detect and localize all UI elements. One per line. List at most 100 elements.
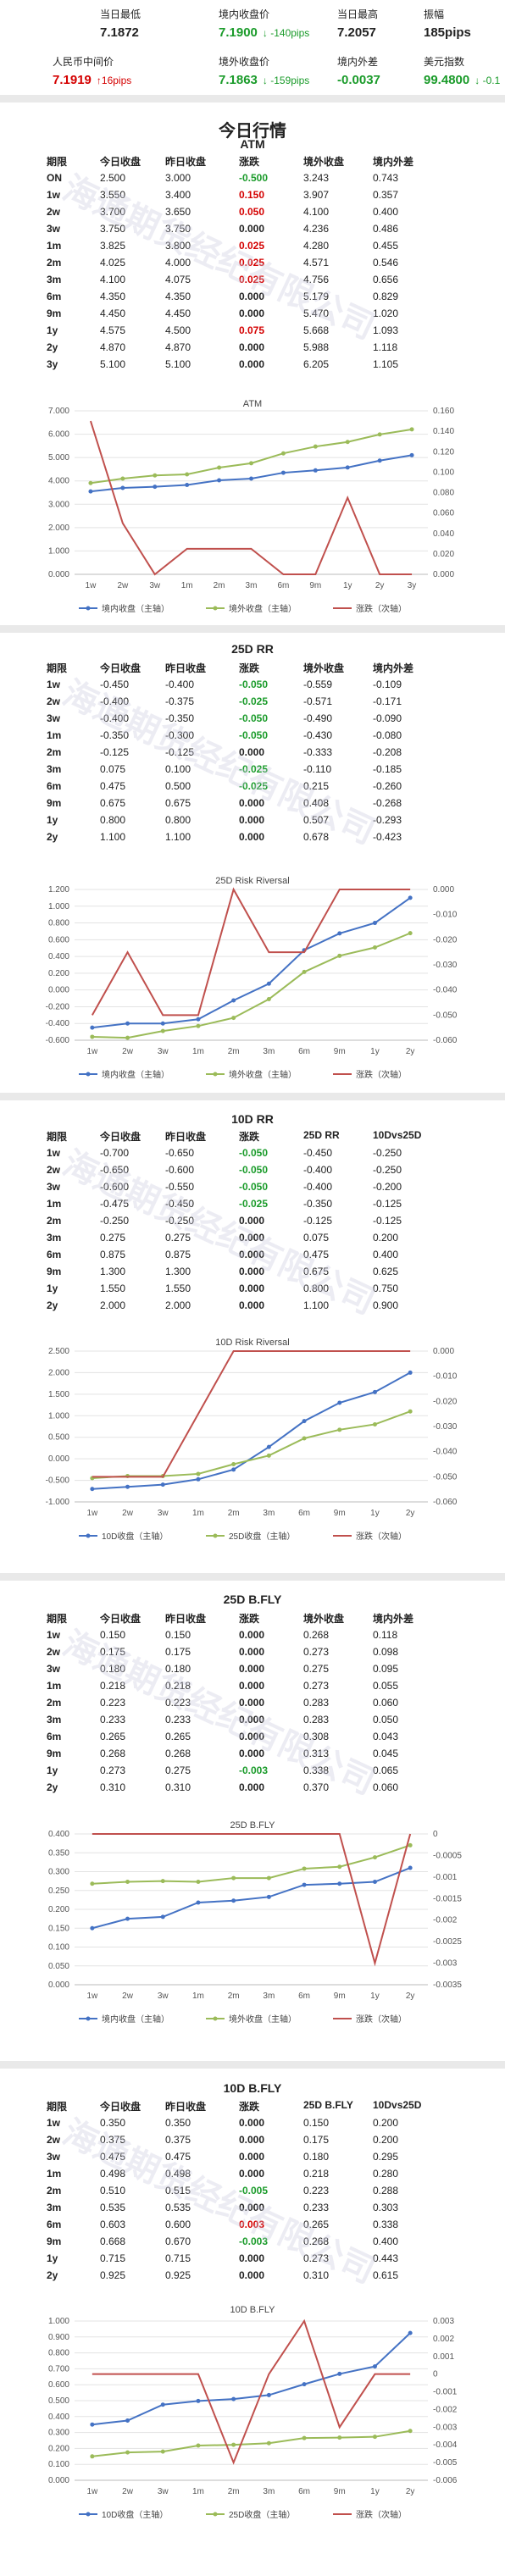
y2-tick-label: -0.030: [433, 1422, 458, 1432]
y2-tick-label: -0.050: [433, 1472, 458, 1482]
table-cell: 6m: [47, 2219, 62, 2230]
table-cell: 0.045: [373, 1748, 399, 1759]
table-cell: -0.050: [239, 1164, 269, 1176]
table-cell: -0.250: [373, 1147, 402, 1159]
legend-marker: [213, 2512, 218, 2517]
data-point: [90, 1025, 95, 1030]
y-tick-label: 2.500: [48, 1347, 69, 1356]
y-tick-label: 0.000: [48, 986, 69, 995]
table-cell: 0.150: [239, 189, 265, 201]
table-cell: -0.559: [303, 679, 333, 690]
table-row: 1w -0.450 -0.400 -0.050 -0.559 -0.109: [0, 679, 505, 695]
section-title: 10D B.FLY: [223, 2081, 282, 2095]
chart: ATM 0.000 1.000 2.000 3.000 4.000 5.000 6.000 7.…: [0, 398, 505, 623]
table-cell: -0.350: [100, 729, 130, 741]
table-cell: -0.550: [165, 1181, 195, 1193]
table-cell: 6m: [47, 1249, 62, 1260]
table-cell: 0.268: [303, 2235, 330, 2247]
table-cell: -0.025: [239, 780, 269, 792]
table-cell: 2m: [47, 1215, 62, 1227]
table-cell: 2y: [47, 2269, 58, 2281]
data-point: [231, 1898, 236, 1903]
table-cell: 0.055: [373, 1680, 399, 1692]
column-header: 昨日收盘: [165, 662, 207, 674]
table-cell: -0.200: [373, 1181, 402, 1193]
x-tick-label: 6m: [298, 1047, 310, 1056]
x-tick-label: 1w: [86, 1992, 98, 2001]
table-cell: 0.223: [100, 1697, 126, 1709]
table-cell: 0.233: [303, 2202, 330, 2213]
table-cell: 4.025: [100, 257, 126, 269]
table-cell: 0.180: [165, 1663, 191, 1675]
table-cell: 0.273: [303, 1646, 330, 1658]
table-cell: 0.223: [303, 2185, 330, 2197]
y2-tick-label: -0.004: [433, 2440, 458, 2450]
y-tick-label: -0.400: [46, 1019, 70, 1028]
column-header: 今日收盘: [100, 156, 142, 168]
data-point: [90, 2454, 95, 2459]
table-header: 期限 今日收盘 昨日收盘 涨跌 25D RR 10Dvs25D: [0, 1129, 505, 1147]
legend-marker: [86, 2512, 91, 2517]
table-row: 1m -0.350 -0.300 -0.050 -0.430 -0.080: [0, 729, 505, 746]
table-row: 3w -0.600 -0.550 -0.050 -0.400 -0.200: [0, 1181, 505, 1198]
x-tick-label: 2y: [406, 1509, 415, 1518]
y2-tick-label: -0.003: [433, 1959, 458, 1969]
x-tick-label: 2m: [228, 1509, 240, 1518]
data-point: [160, 1028, 165, 1033]
table-cell: 0.400: [373, 206, 399, 218]
table-cell: 4.100: [303, 206, 330, 218]
table-cell: 9m: [47, 1266, 62, 1277]
table-cell: 2y: [47, 1781, 58, 1793]
chart-title: 25D B.FLY: [230, 1820, 276, 1831]
table-cell: -0.700: [100, 1147, 130, 1159]
table-row: 2m 0.510 0.515 -0.005 0.223 0.288: [0, 2185, 505, 2202]
table-header: 期限 今日收盘 昨日收盘 涨跌 境外收盘 境内外差: [0, 154, 505, 172]
table-cell: -0.250: [165, 1215, 195, 1227]
table-cell: -0.333: [303, 746, 333, 758]
table-row: 1w -0.700 -0.650 -0.050 -0.450 -0.250: [0, 1147, 505, 1164]
table-cell: 0.025: [239, 274, 265, 285]
data-point: [302, 1419, 307, 1424]
table-cell: -0.400: [303, 1164, 333, 1176]
y2-tick-label: -0.0015: [433, 1894, 462, 1903]
table-cell: 0.000: [239, 1714, 265, 1726]
table-row: 1y 4.575 4.500 0.075 5.668 1.093: [0, 324, 505, 341]
table-cell: 3w: [47, 1663, 61, 1675]
table-cell: -0.125: [100, 746, 130, 758]
data-point: [231, 2396, 236, 2401]
table-cell: 0.308: [303, 1731, 330, 1742]
column-header: 境外收盘: [303, 156, 345, 168]
data-point: [372, 2435, 377, 2440]
y2-tick-label: -0.050: [433, 1011, 458, 1020]
table-cell: 9m: [47, 797, 62, 809]
data-point: [302, 1866, 307, 1871]
table-cell: -0.300: [165, 729, 195, 741]
data-point: [302, 2435, 307, 2440]
table-cell: 0.875: [100, 1249, 126, 1260]
quote-change: ↓ -0.1: [474, 75, 501, 86]
table-cell: -0.125: [373, 1215, 402, 1227]
quote-item: 当日最低 7.1872: [100, 7, 141, 40]
data-point: [196, 1900, 201, 1905]
y-tick-label: 0.400: [48, 1830, 69, 1839]
table-cell: 0.800: [165, 814, 191, 826]
data-point: [372, 1421, 377, 1426]
data-point: [345, 465, 350, 470]
table-cell: 0.000: [239, 1646, 265, 1658]
column-header: 涨跌: [239, 156, 260, 168]
table-cell: -0.450: [165, 1198, 195, 1210]
chart: 25D Risk Riversal -0.600 -0.400 -0.200 0.000…: [0, 875, 505, 1089]
table-cell: 4.756: [303, 274, 330, 285]
table-cell: 3.825: [100, 240, 126, 252]
data-point: [313, 468, 318, 473]
table-cell: 4.870: [165, 341, 191, 353]
table-cell: 0.265: [165, 1731, 191, 1742]
table-cell: 1.100: [100, 831, 126, 843]
table-cell: -0.171: [373, 695, 402, 707]
table-cell: 0.400: [373, 1249, 399, 1260]
y-tick-label: 0.400: [48, 2413, 69, 2422]
table-cell: 4.000: [165, 257, 191, 269]
table-cell: 0.218: [165, 1680, 191, 1692]
legend-label: 25D收盘（主轴）: [229, 2509, 295, 2520]
table-cell: 0.350: [165, 2117, 191, 2129]
